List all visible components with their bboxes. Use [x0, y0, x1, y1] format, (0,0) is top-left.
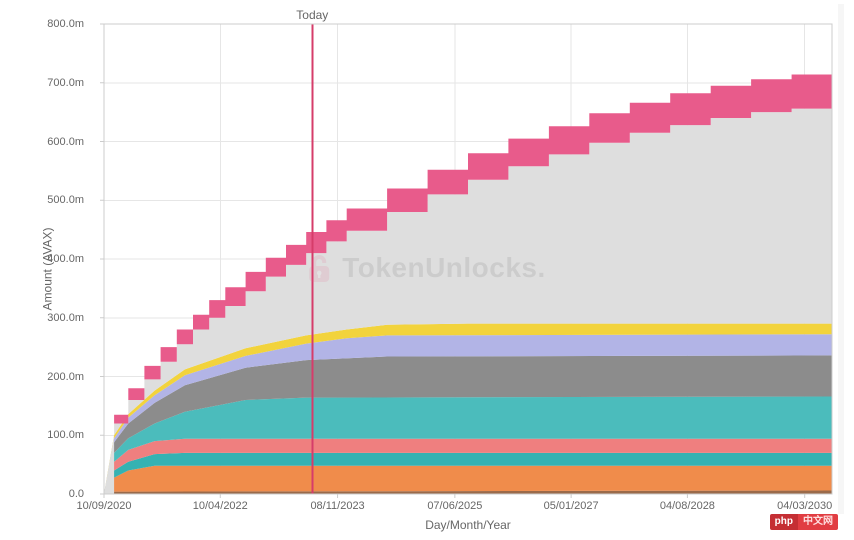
- x-tick: 05/01/2027: [544, 500, 599, 512]
- y-tick: 800.0m: [34, 18, 84, 30]
- x-axis-label: Day/Month/Year: [418, 518, 518, 532]
- y-axis-label: Amount (AVAX): [40, 228, 54, 311]
- chart-svg: [4, 4, 844, 536]
- php-badge: php 中文网: [770, 514, 838, 530]
- x-tick: 10/04/2022: [193, 500, 248, 512]
- x-tick: 10/09/2020: [76, 500, 131, 512]
- y-tick: 0.0: [34, 488, 84, 500]
- y-tick: 700.0m: [34, 77, 84, 89]
- y-tick: 300.0m: [34, 312, 84, 324]
- x-tick: 04/03/2030: [777, 500, 832, 512]
- badge-part2: 中文网: [798, 514, 838, 530]
- badge-part1: php: [770, 514, 798, 530]
- y-tick: 400.0m: [34, 253, 84, 265]
- y-tick: 100.0m: [34, 429, 84, 441]
- x-tick: 04/08/2028: [660, 500, 715, 512]
- x-tick: 08/11/2023: [310, 500, 364, 512]
- y-tick: 200.0m: [34, 371, 84, 383]
- y-tick: 500.0m: [34, 194, 84, 206]
- x-tick: 07/06/2025: [427, 500, 482, 512]
- y-tick: 600.0m: [34, 136, 84, 148]
- today-label: Today: [296, 8, 328, 22]
- unlock-chart: Amount (AVAX) Day/Month/Year Today Token…: [4, 4, 844, 536]
- series-s-orange: [104, 466, 832, 494]
